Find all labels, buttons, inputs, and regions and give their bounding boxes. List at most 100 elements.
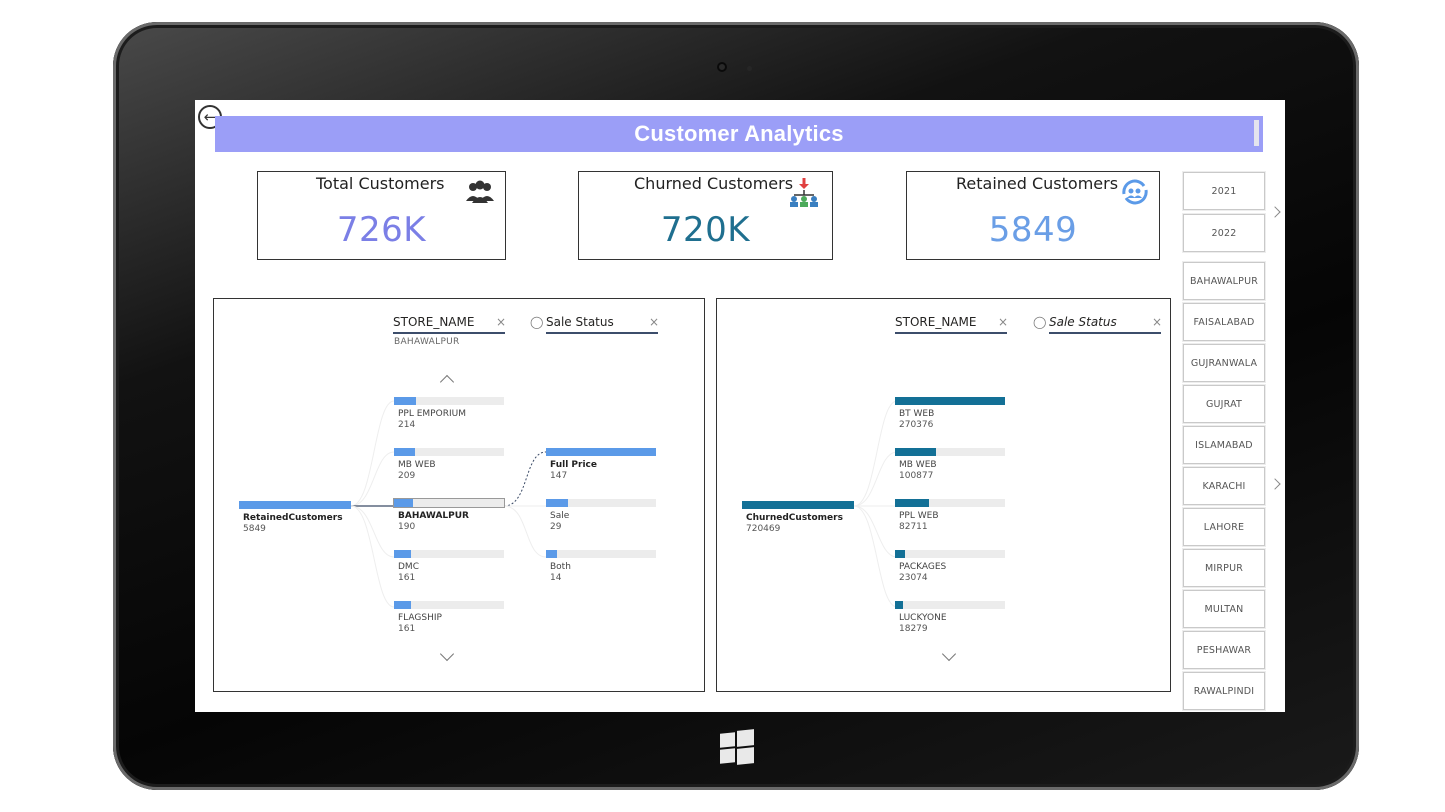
node-value: 82711	[899, 522, 928, 532]
kpi-retained-customers[interactable]: Retained Customers 5849	[906, 171, 1160, 260]
node-value: 23074	[899, 573, 928, 583]
bar-fill	[394, 601, 411, 609]
people-group-icon	[466, 180, 494, 203]
bar-fill	[895, 499, 929, 507]
node-value: 720469	[746, 524, 781, 534]
node-label: MB WEB	[398, 460, 436, 470]
slicer-city-rawalpindi[interactable]: RAWALPINDI	[1183, 672, 1265, 710]
kpi-label: Churned Customers	[634, 174, 794, 193]
node-label: PPL EMPORIUM	[398, 409, 466, 419]
level2-header-label: Sale Status	[546, 315, 614, 329]
bar-track	[895, 601, 1005, 609]
network-down-icon	[790, 178, 818, 207]
slicer-year-2022[interactable]: 2022	[1183, 214, 1265, 252]
bar-fill	[394, 448, 415, 456]
node-label: Sale	[550, 511, 570, 521]
kpi-total-customers[interactable]: Total Customers 726K	[257, 171, 506, 260]
node-value: 5849	[243, 524, 266, 534]
decomposition-tree-retained: STORE_NAME × BAHAWALPUR ◯ Sale Status × …	[213, 298, 705, 692]
level1-filter-value: BAHAWALPUR	[394, 337, 460, 347]
node-value: 270376	[899, 420, 934, 430]
header-underline	[393, 332, 505, 334]
tree-connectors	[853, 400, 898, 608]
slicer-city-mirpur[interactable]: MIRPUR	[1183, 549, 1265, 587]
bar-fill	[895, 601, 903, 609]
tree-connectors	[350, 400, 547, 608]
bar-fill	[394, 550, 411, 558]
close-icon[interactable]: ×	[496, 315, 507, 329]
node-value: 29	[550, 522, 562, 532]
node-value: 147	[550, 471, 568, 481]
node-value: 18279	[899, 624, 928, 634]
slicer-city-multan[interactable]: MULTAN	[1183, 590, 1265, 628]
close-icon[interactable]: ×	[649, 315, 660, 329]
bar-track	[394, 397, 504, 405]
bar-fill	[895, 448, 936, 456]
bar-fill	[394, 397, 416, 405]
level1-header[interactable]: STORE_NAME ×	[393, 315, 507, 334]
slicer-city-gujrat[interactable]: GUJRAT	[1183, 385, 1265, 423]
node-label: FLAGSHIP	[398, 613, 442, 623]
node-label: PPL WEB	[899, 511, 939, 521]
node-label: Both	[550, 562, 571, 572]
lightbulb-icon: ◯	[530, 315, 544, 329]
node-label: RetainedCustomers	[243, 513, 343, 523]
node-value: 161	[398, 624, 416, 634]
node-value: 14	[550, 573, 562, 583]
node-value: 100877	[899, 471, 934, 481]
slicer-city-lahore[interactable]: LAHORE	[1183, 508, 1265, 546]
slicer-city-gujranwala[interactable]: GUJRANWALA	[1183, 344, 1265, 382]
bar-fill	[546, 550, 557, 558]
node-label: BAHAWALPUR	[398, 511, 469, 521]
level2-header[interactable]: ◯ Sale Status ×	[1033, 315, 1163, 334]
slicer-city-islamabad[interactable]: ISLAMABAD	[1183, 426, 1265, 464]
node-label: DMC	[398, 562, 419, 572]
level1-header-label: STORE_NAME	[895, 315, 977, 329]
kpi-label: Retained Customers	[956, 174, 1119, 193]
bar-fill	[546, 499, 568, 507]
slicer-city-faisalabad[interactable]: FAISALABAD	[1183, 303, 1265, 341]
kpi-value: 5849	[988, 210, 1078, 250]
bar-fill	[239, 501, 351, 509]
header-underline	[895, 332, 1007, 334]
slicer-city-peshawar[interactable]: PESHAWAR	[1183, 631, 1265, 669]
level2-header-label: Sale Status	[1049, 315, 1117, 329]
bar-track	[895, 448, 1005, 456]
chevron-right-icon[interactable]	[1269, 206, 1281, 218]
close-icon[interactable]: ×	[1152, 315, 1163, 329]
bar-fill	[895, 550, 905, 558]
node-label: MB WEB	[899, 460, 937, 470]
title-scrollbar[interactable]	[1254, 120, 1259, 146]
node-value: 190	[398, 522, 416, 532]
windows-logo-icon[interactable]	[720, 729, 754, 765]
bar-track	[546, 499, 656, 507]
node-label: PACKAGES	[899, 562, 947, 572]
bar-track	[394, 499, 504, 507]
node-value: 209	[398, 471, 416, 481]
node-label: Full Price	[550, 460, 597, 470]
kpi-label: Total Customers	[316, 174, 445, 193]
node-label: BT WEB	[899, 409, 935, 419]
kpi-churned-customers[interactable]: Churned Customers 720K	[578, 171, 833, 260]
slicer-city-bahawalpur[interactable]: BAHAWALPUR	[1183, 262, 1265, 300]
slicer-city-karachi[interactable]: KARACHI	[1183, 467, 1265, 505]
title-bar: Customer Analytics	[215, 116, 1263, 152]
slicer-year-2021[interactable]: 2021	[1183, 172, 1265, 210]
bar-fill	[895, 397, 1005, 405]
bar-track	[394, 601, 504, 609]
sensor-dot	[747, 66, 752, 71]
node-value: 214	[398, 420, 416, 430]
header-underline	[546, 332, 658, 334]
close-icon[interactable]: ×	[998, 315, 1009, 329]
page-title: Customer Analytics	[634, 121, 844, 146]
node-label: ChurnedCustomers	[746, 513, 843, 523]
lightbulb-icon: ◯	[1033, 315, 1047, 329]
level1-header[interactable]: STORE_NAME ×	[895, 315, 1009, 334]
report-canvas: ← Customer Analytics Total Customers 726…	[195, 100, 1285, 712]
node-value: 161	[398, 573, 416, 583]
bar-track	[394, 448, 504, 456]
chevron-right-icon[interactable]	[1269, 478, 1281, 490]
bar-track	[394, 550, 504, 558]
level1-header-label: STORE_NAME	[393, 315, 475, 329]
level2-header[interactable]: ◯ Sale Status ×	[530, 315, 660, 334]
